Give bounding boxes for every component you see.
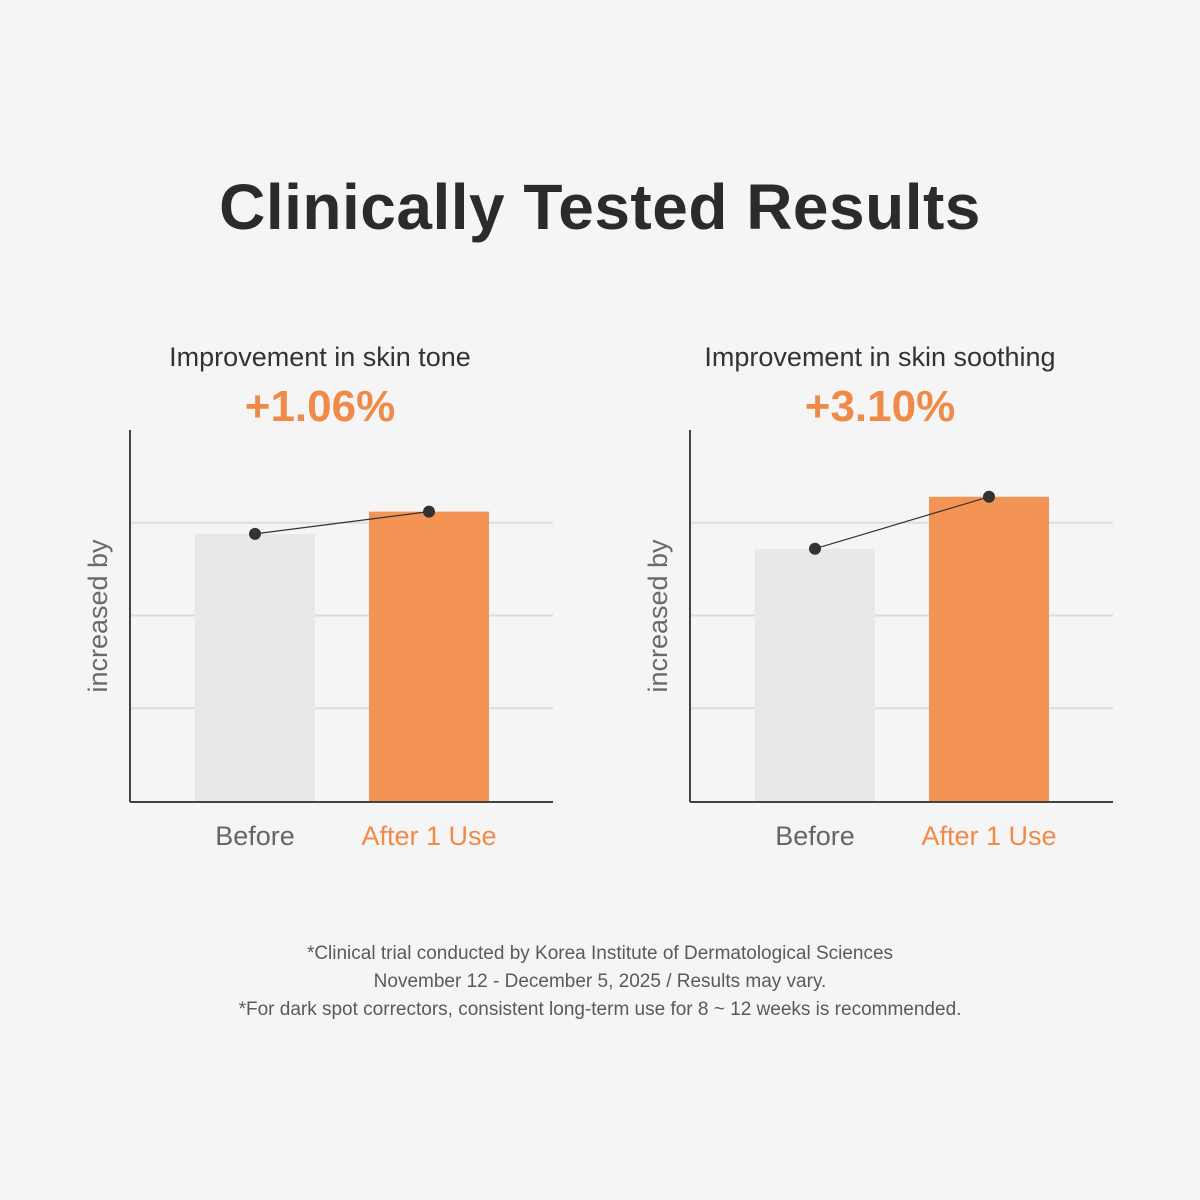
footnote-line-2: November 12 - December 5, 2025 / Results… [373,971,827,992]
connector-line [814,496,990,550]
point-before [809,542,821,555]
bar-after [929,496,1049,801]
chart-title-skin-soothing: Improvement in skin soothing [704,342,1056,372]
x-tick-label-before: Before [775,821,855,851]
point-after [423,505,435,518]
footnote-line-3: *For dark spot correctors, consistent lo… [238,999,962,1020]
connector-line [254,511,430,535]
point-before [249,527,261,540]
footnote-line-1: *Clinical trial conducted by Korea Insti… [306,943,894,964]
x-tick-label-after: After 1 Use [921,821,1056,851]
chart-svg-skin-soothing: Before After 1 Use increased by [643,430,1113,851]
chart-panel-skin-soothing: Improvement in skin soothing +3.10% Befo… [600,330,1160,870]
chart-svg-skin-tone: Before After 1 Use increased by [83,430,553,851]
chart-title-skin-tone: Improvement in skin tone [169,342,471,372]
chart-highlight-value-skin-soothing: +3.10% [804,382,956,431]
x-tick-label-before: Before [215,821,295,851]
y-axis-label: increased by [643,539,673,693]
chart-highlight-value-skin-tone: +1.06% [244,382,396,431]
page-title: Clinically Tested Results [219,171,981,243]
footnote: *Clinical trial conducted by Korea Insti… [0,940,1200,1024]
point-after [983,490,995,503]
bar-after [369,511,489,801]
y-axis-label: increased by [83,539,113,693]
chart-panel-skin-tone: Improvement in skin tone +1.06% Before Af… [40,330,600,870]
bar-before [755,548,875,801]
bar-before [195,533,315,801]
x-tick-label-after: After 1 Use [361,821,496,851]
